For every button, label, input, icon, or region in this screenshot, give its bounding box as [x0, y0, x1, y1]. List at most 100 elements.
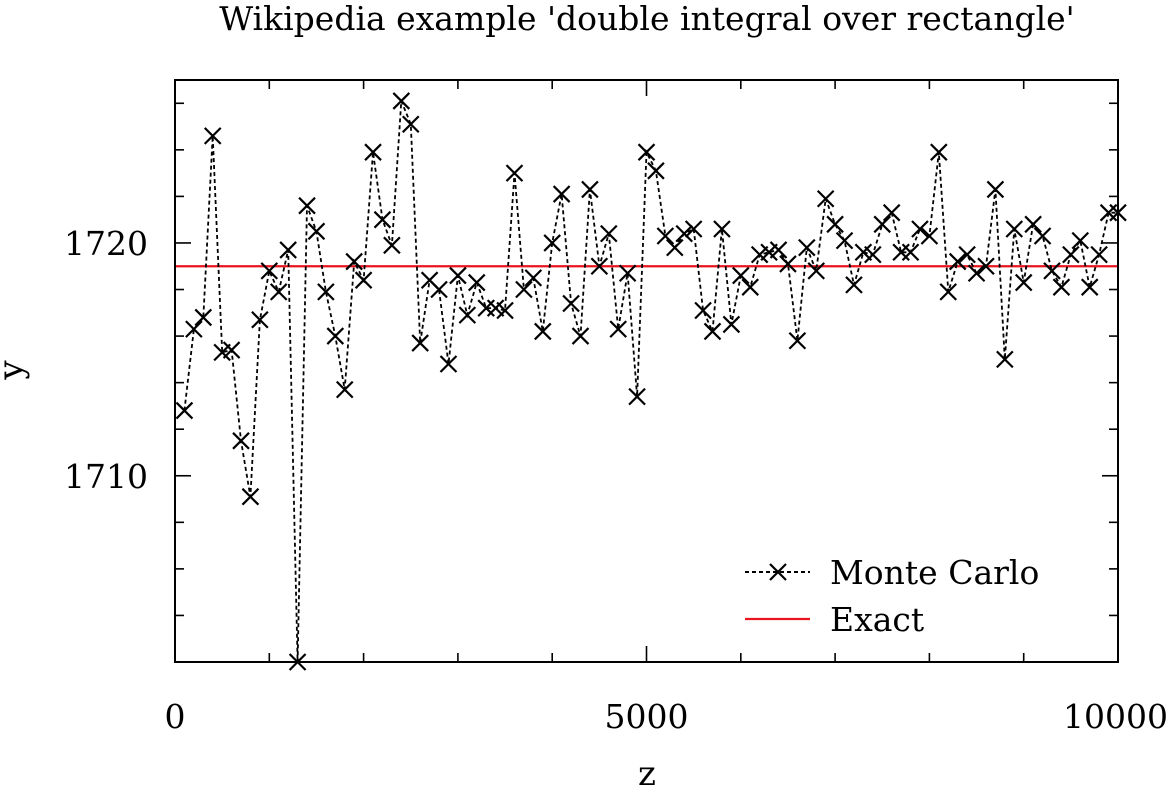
data-point-monte-carlo: [666, 238, 684, 257]
data-point-monte-carlo: [722, 315, 741, 334]
data-point-monte-carlo: [788, 331, 807, 350]
data-point-monte-carlo: [505, 164, 524, 182]
data-point-monte-carlo: [307, 222, 326, 241]
data-point-monte-carlo: [335, 380, 354, 399]
chart-title: Wikipedia example 'double integral over …: [219, 0, 1075, 38]
data-point-monte-carlo: [251, 311, 269, 329]
series-monte-carlo-line: [183, 100, 1118, 663]
data-point-monte-carlo: [713, 220, 731, 238]
data-point-monte-carlo: [354, 271, 373, 289]
data-point-monte-carlo: [920, 227, 939, 245]
data-point-monte-carlo: [741, 278, 760, 296]
data-point-monte-carlo: [647, 162, 665, 180]
data-point-monte-carlo: [175, 401, 194, 420]
data-point-monte-carlo: [694, 301, 712, 320]
data-point-monte-carlo: [1080, 278, 1099, 296]
data-point-monte-carlo: [185, 320, 203, 338]
data-point-monte-carlo: [1071, 231, 1090, 250]
data-point-monte-carlo: [1090, 245, 1108, 264]
data-point-monte-carlo: [637, 143, 656, 161]
data-point-monte-carlo: [571, 327, 590, 345]
data-point-monte-carlo: [628, 387, 646, 406]
x-tick-label: 0: [165, 697, 186, 736]
data-point-monte-carlo: [986, 180, 1005, 199]
data-point-monte-carlo: [911, 220, 929, 238]
data-point-monte-carlo: [373, 210, 392, 229]
data-point-monte-carlo: [477, 299, 495, 317]
data-point-monte-carlo: [496, 301, 514, 320]
data-point-monte-carlo: [1014, 273, 1033, 292]
plot-area: [175, 92, 1127, 671]
axis-tick-labels: 1710 1720 0 5000 10000: [64, 224, 1168, 736]
data-point-monte-carlo: [392, 92, 411, 110]
data-point-monte-carlo: [533, 322, 552, 341]
data-point-monte-carlo: [675, 224, 693, 243]
data-point-monte-carlo: [1033, 227, 1052, 245]
data-point-monte-carlo: [543, 234, 561, 252]
data-point-monte-carlo: [609, 320, 627, 338]
data-point-monte-carlo: [279, 241, 297, 259]
data-point-monte-carlo: [222, 341, 241, 359]
data-point-monte-carlo: [458, 306, 477, 324]
data-point-monte-carlo: [845, 276, 863, 294]
data-point-monte-carlo: [401, 115, 420, 134]
data-point-monte-carlo: [411, 334, 429, 352]
data-point-monte-carlo: [948, 252, 967, 271]
data-point-monte-carlo: [901, 243, 920, 262]
legend-entry-exact: Exact: [745, 600, 924, 639]
data-point-monte-carlo: [769, 241, 788, 259]
data-point-monte-carlo: [930, 143, 948, 161]
data-point-monte-carlo: [684, 220, 703, 238]
data-point-monte-carlo: [996, 350, 1014, 369]
data-point-monte-carlo: [882, 203, 901, 222]
data-point-monte-carlo: [958, 245, 976, 264]
legend-label-exact: Exact: [830, 600, 924, 639]
data-point-monte-carlo: [939, 283, 958, 301]
data-point-monte-carlo: [779, 255, 797, 273]
data-point-monte-carlo: [552, 185, 571, 203]
y-axis-label: y: [0, 360, 31, 381]
data-point-monte-carlo: [383, 236, 401, 255]
data-point-monte-carlo: [1024, 215, 1042, 234]
data-point-monte-carlo: [1005, 220, 1024, 238]
data-point-monte-carlo: [581, 180, 599, 199]
data-point-monte-carlo: [269, 283, 288, 301]
data-point-monte-carlo: [590, 257, 609, 276]
data-point-monte-carlo: [826, 215, 844, 234]
data-point-monte-carlo: [345, 252, 363, 271]
data-point-monte-carlo: [873, 215, 892, 234]
x-axis-label: z: [638, 754, 656, 787]
data-point-monte-carlo: [326, 327, 345, 345]
y-tick-label: 1720: [64, 224, 148, 263]
data-point-monte-carlo: [977, 257, 995, 276]
data-point-monte-carlo: [298, 196, 316, 215]
data-point-monte-carlo: [732, 266, 750, 285]
data-point-monte-carlo: [807, 262, 826, 280]
data-point-monte-carlo: [562, 294, 580, 313]
data-point-monte-carlo: [260, 262, 279, 280]
data-point-monte-carlo: [600, 224, 618, 243]
axis-ticks: [174, 80, 1119, 662]
data-point-monte-carlo: [1062, 245, 1080, 264]
data-point-monte-carlo: [618, 264, 637, 283]
legend-marker-monte-carlo: [769, 563, 787, 581]
data-point-monte-carlo: [439, 355, 458, 373]
data-point-monte-carlo: [703, 322, 722, 341]
legend-entry-monte-carlo: Monte Carlo: [745, 553, 1039, 592]
data-point-monte-carlo: [194, 308, 213, 327]
data-point-monte-carlo: [232, 432, 250, 450]
data-point-monte-carlo: [864, 245, 882, 264]
data-point-monte-carlo: [656, 227, 675, 245]
x-tick-label: 10000: [1063, 697, 1168, 736]
data-point-monte-carlo: [449, 266, 467, 285]
x-tick-label: 5000: [605, 697, 689, 736]
data-point-monte-carlo: [203, 127, 222, 145]
data-point-monte-carlo: [835, 231, 854, 250]
data-point-monte-carlo: [524, 269, 543, 287]
data-point-monte-carlo: [317, 283, 335, 301]
data-point-monte-carlo: [892, 243, 910, 262]
data-point-monte-carlo: [1043, 262, 1061, 280]
data-point-monte-carlo: [430, 280, 448, 299]
data-point-monte-carlo: [967, 264, 986, 283]
